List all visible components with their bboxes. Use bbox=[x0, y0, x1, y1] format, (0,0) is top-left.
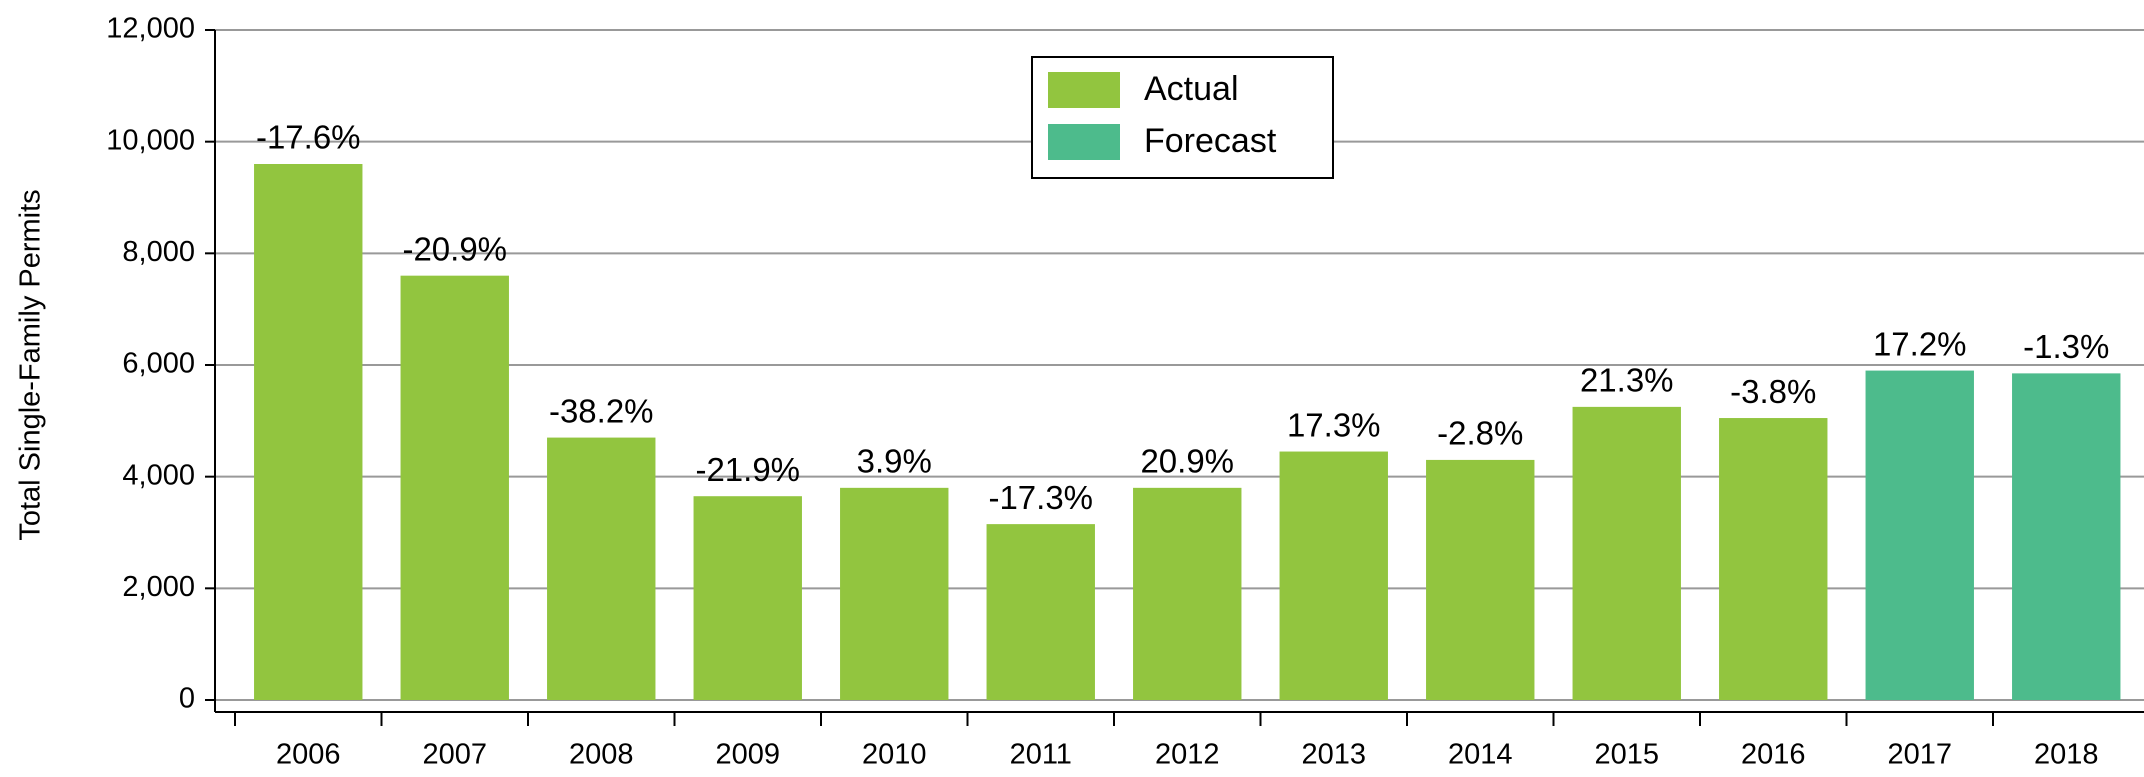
growth-label: 17.2% bbox=[1873, 325, 1967, 362]
growth-label: 20.9% bbox=[1140, 443, 1234, 480]
growth-label: -3.8% bbox=[1730, 373, 1816, 410]
growth-label: 17.3% bbox=[1287, 406, 1381, 443]
growth-label: -20.9% bbox=[402, 230, 507, 267]
y-tick-label: 6,000 bbox=[122, 348, 195, 380]
x-tick-label: 2014 bbox=[1448, 739, 1513, 771]
x-tick-label: 2007 bbox=[422, 739, 487, 771]
bar bbox=[986, 524, 1095, 700]
legend-swatch bbox=[1048, 124, 1120, 160]
x-tick-label: 2013 bbox=[1301, 739, 1366, 771]
bar bbox=[1279, 451, 1388, 700]
bar bbox=[2012, 373, 2121, 700]
bar bbox=[1572, 406, 1681, 700]
y-tick-label: 4,000 bbox=[122, 459, 195, 491]
x-tick-label: 2011 bbox=[1010, 739, 1072, 771]
growth-label: -2.8% bbox=[1437, 415, 1523, 452]
x-tick-label: 2006 bbox=[276, 739, 341, 771]
bar bbox=[547, 437, 656, 700]
growth-label: -1.3% bbox=[2023, 328, 2109, 365]
y-tick-label: 2,000 bbox=[122, 571, 195, 603]
y-tick-label: 10,000 bbox=[106, 124, 195, 156]
y-tick-label: 0 bbox=[179, 683, 195, 715]
x-tick-label: 2008 bbox=[569, 739, 634, 771]
legend-swatch bbox=[1048, 72, 1120, 108]
growth-label: -38.2% bbox=[549, 392, 654, 429]
growth-label: -17.3% bbox=[988, 479, 1093, 516]
x-tick-label: 2017 bbox=[1887, 739, 1952, 771]
legend-label: Forecast bbox=[1144, 122, 1277, 160]
bar bbox=[1719, 418, 1828, 700]
growth-label: 21.3% bbox=[1580, 362, 1674, 399]
y-axis-label: Total Single-Family Permits bbox=[15, 189, 47, 540]
x-tick-label: 2012 bbox=[1155, 739, 1220, 771]
x-tick-label: 2009 bbox=[715, 739, 780, 771]
y-tick-label: 8,000 bbox=[122, 236, 195, 268]
legend-label: Actual bbox=[1144, 70, 1239, 108]
growth-label: -17.6% bbox=[256, 119, 361, 156]
bar bbox=[1865, 370, 1974, 700]
growth-label: 3.9% bbox=[857, 443, 932, 480]
bar bbox=[1133, 487, 1242, 700]
y-tick-label: 12,000 bbox=[106, 13, 195, 45]
bar bbox=[254, 164, 363, 700]
x-tick-label: 2018 bbox=[2034, 739, 2099, 771]
bar bbox=[1426, 459, 1535, 700]
x-tick-label: 2010 bbox=[862, 739, 927, 771]
bar bbox=[693, 496, 802, 700]
x-tick-label: 2016 bbox=[1741, 739, 1806, 771]
bar bbox=[400, 275, 509, 700]
bar bbox=[840, 487, 949, 700]
x-tick-label: 2015 bbox=[1594, 739, 1659, 771]
growth-label: -21.9% bbox=[695, 451, 800, 488]
